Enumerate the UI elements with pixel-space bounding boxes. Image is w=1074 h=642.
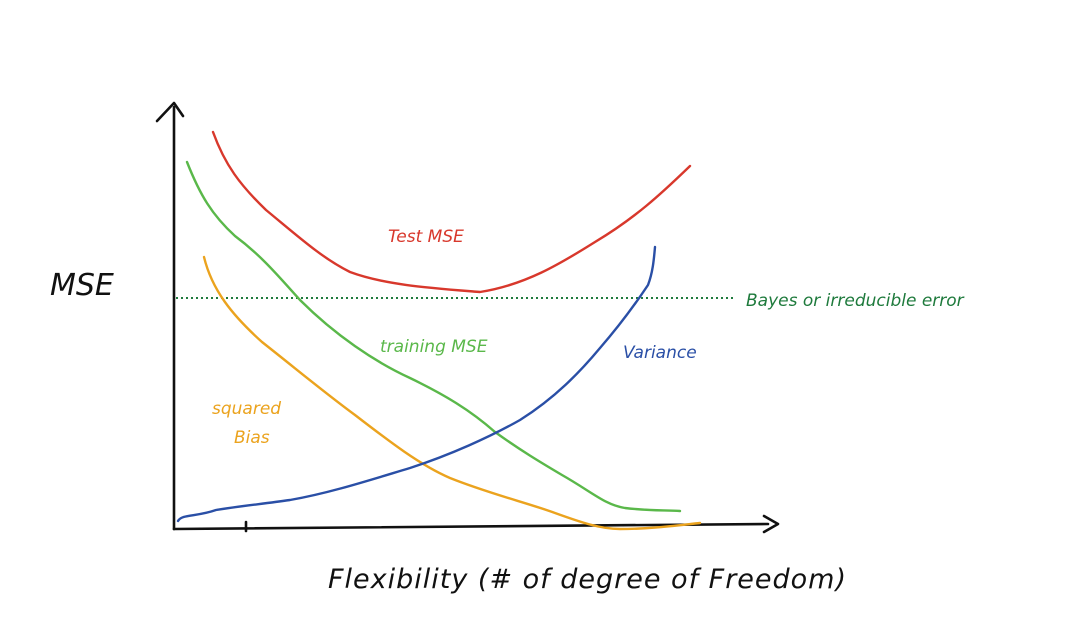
curves bbox=[176, 130, 702, 531]
y-axis-arrowhead bbox=[155, 101, 185, 123]
axes bbox=[155, 101, 780, 534]
squared-bias-curve bbox=[202, 255, 702, 531]
x-axis-arrowhead bbox=[762, 514, 780, 534]
bayes-error-label: Bayes or irreducible error bbox=[746, 291, 965, 311]
squared-bias-label-line1: squared bbox=[212, 399, 281, 419]
squared-bias-label-line2: Bias bbox=[234, 428, 270, 448]
test-mse-curve bbox=[211, 130, 692, 294]
training-mse-curve bbox=[185, 160, 682, 513]
variance-curve bbox=[176, 245, 657, 523]
x-axis bbox=[172, 522, 770, 531]
variance-label: Variance bbox=[623, 343, 697, 363]
x-axis-label: Flexibility (# of degree of Freedom) bbox=[328, 564, 847, 595]
training-mse-label: training MSE bbox=[380, 337, 488, 357]
test-mse-label: Test MSE bbox=[388, 227, 464, 247]
y-axis-label: MSE bbox=[50, 268, 114, 303]
